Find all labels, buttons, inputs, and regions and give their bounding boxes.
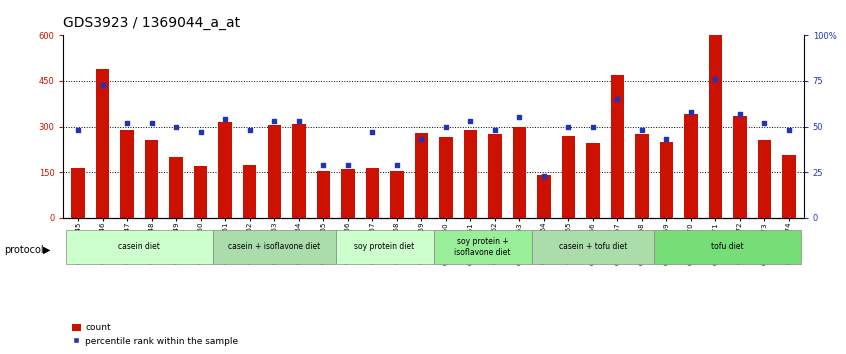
Bar bbox=[488, 134, 502, 218]
Point bbox=[71, 127, 85, 133]
Text: ▶: ▶ bbox=[43, 245, 51, 255]
Bar bbox=[635, 134, 649, 218]
Bar bbox=[513, 127, 526, 218]
Point bbox=[169, 124, 183, 130]
Point bbox=[243, 127, 256, 133]
Point bbox=[145, 120, 158, 126]
Bar bbox=[267, 125, 281, 218]
Point bbox=[611, 96, 624, 102]
Point bbox=[537, 173, 551, 179]
Point bbox=[684, 109, 698, 115]
Point bbox=[218, 116, 232, 122]
Point bbox=[341, 162, 354, 168]
Bar bbox=[783, 155, 796, 218]
Point bbox=[390, 162, 404, 168]
Bar bbox=[292, 124, 305, 218]
Point bbox=[783, 127, 796, 133]
Bar bbox=[169, 157, 183, 218]
Bar bbox=[66, 230, 213, 264]
Text: casein diet: casein diet bbox=[118, 242, 161, 251]
Bar bbox=[96, 69, 109, 218]
Bar bbox=[120, 130, 134, 218]
Bar bbox=[660, 142, 673, 218]
Legend: count, percentile rank within the sample: count, percentile rank within the sample bbox=[68, 320, 242, 349]
Point bbox=[96, 82, 109, 87]
Point bbox=[513, 115, 526, 120]
Bar bbox=[145, 140, 158, 218]
Bar bbox=[71, 167, 85, 218]
Bar bbox=[464, 130, 477, 218]
Point bbox=[120, 120, 134, 126]
Bar bbox=[537, 175, 551, 218]
Point bbox=[635, 127, 649, 133]
Bar bbox=[336, 230, 433, 264]
Bar bbox=[341, 169, 354, 218]
Bar bbox=[218, 122, 232, 218]
Bar bbox=[213, 230, 336, 264]
Bar bbox=[390, 171, 404, 218]
Point bbox=[758, 120, 772, 126]
Point bbox=[267, 118, 281, 124]
Point bbox=[733, 111, 747, 116]
Bar bbox=[415, 133, 428, 218]
Bar bbox=[758, 140, 772, 218]
Bar bbox=[243, 165, 256, 218]
Text: tofu diet: tofu diet bbox=[711, 242, 744, 251]
Text: soy protein +
isoflavone diet: soy protein + isoflavone diet bbox=[454, 237, 511, 257]
Point bbox=[415, 137, 428, 142]
Point bbox=[562, 124, 575, 130]
Bar bbox=[654, 230, 801, 264]
Bar bbox=[316, 171, 330, 218]
Bar bbox=[709, 35, 722, 218]
Point bbox=[586, 124, 600, 130]
Point bbox=[194, 129, 207, 135]
Point bbox=[292, 118, 305, 124]
Point bbox=[660, 137, 673, 142]
Point bbox=[709, 76, 722, 82]
Bar bbox=[365, 167, 379, 218]
Text: protocol: protocol bbox=[4, 245, 44, 255]
Bar bbox=[531, 230, 654, 264]
Bar bbox=[194, 166, 207, 218]
Text: casein + tofu diet: casein + tofu diet bbox=[558, 242, 627, 251]
Point bbox=[439, 124, 453, 130]
Bar bbox=[611, 75, 624, 218]
Point bbox=[316, 162, 330, 168]
Bar bbox=[684, 114, 698, 218]
Text: soy protein diet: soy protein diet bbox=[354, 242, 415, 251]
Bar bbox=[562, 136, 575, 218]
Point bbox=[488, 127, 502, 133]
Bar bbox=[439, 137, 453, 218]
Point bbox=[365, 129, 379, 135]
Bar bbox=[433, 230, 531, 264]
Bar bbox=[733, 116, 747, 218]
Point bbox=[464, 118, 477, 124]
Text: GDS3923 / 1369044_a_at: GDS3923 / 1369044_a_at bbox=[63, 16, 240, 30]
Text: casein + isoflavone diet: casein + isoflavone diet bbox=[228, 242, 321, 251]
Bar bbox=[586, 143, 600, 218]
